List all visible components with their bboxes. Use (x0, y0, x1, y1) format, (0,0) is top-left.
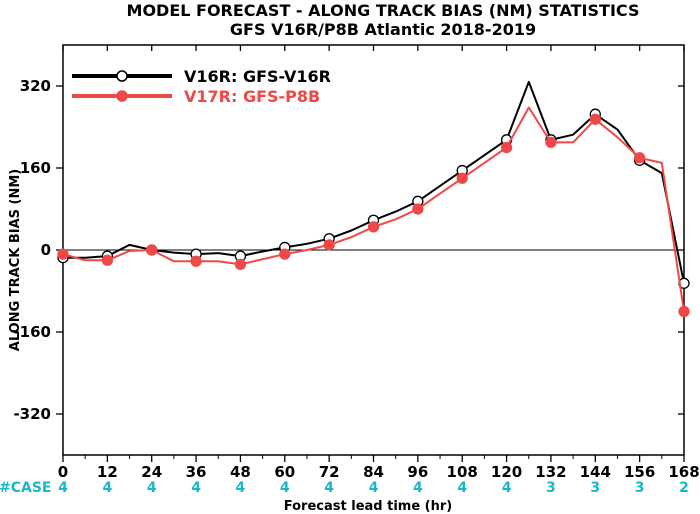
data-point (57, 248, 69, 260)
case-count: 2 (679, 480, 689, 496)
data-point (589, 113, 601, 125)
x-tick-label: 108 (447, 463, 478, 481)
case-count: 4 (58, 480, 68, 496)
data-point (500, 141, 513, 154)
data-point (146, 244, 158, 256)
data-point (412, 203, 424, 215)
data-point (545, 136, 557, 149)
x-tick-label: 144 (580, 463, 611, 481)
legend-marker (116, 70, 128, 82)
data-point (367, 221, 380, 233)
x-tick-label: 84 (363, 463, 384, 481)
chart-title: MODEL FORECAST - ALONG TRACK BIAS (NM) S… (127, 1, 640, 20)
x-tick-label: 36 (186, 463, 207, 481)
legend-marker (116, 90, 128, 102)
case-count: 4 (502, 480, 512, 496)
x-tick-label: 60 (274, 463, 295, 481)
case-count: 4 (102, 480, 112, 496)
data-point (234, 258, 247, 271)
y-tick-label: 0 (41, 241, 51, 259)
data-point (456, 172, 468, 184)
y-tick-label: 160 (20, 159, 51, 177)
case-count: 4 (369, 480, 379, 496)
x-tick-label: 168 (668, 463, 699, 481)
y-tick-label: 320 (20, 77, 51, 95)
series-2 (57, 106, 690, 318)
case-count: 3 (546, 480, 556, 496)
case-count: 3 (590, 480, 600, 496)
case-label: #CASE (0, 480, 52, 496)
data-point (190, 255, 202, 267)
case-count: 3 (635, 480, 645, 496)
x-tick-label: 0 (58, 463, 68, 481)
case-count: 4 (147, 480, 157, 496)
plot-area: 0412424436448460472484496410841204132314… (13, 44, 700, 496)
x-tick-label: 48 (230, 463, 251, 481)
x-tick-label: 132 (535, 463, 566, 481)
y-axis-label: ALONG TRACK BIAS (NM) (8, 169, 23, 351)
x-tick-label: 120 (491, 463, 522, 481)
case-count: 4 (457, 480, 467, 496)
case-count: 4 (280, 480, 290, 496)
case-count: 4 (413, 480, 423, 496)
x-tick-label: 96 (407, 463, 428, 481)
data-point (323, 239, 335, 251)
legend-label: V16R: GFS-V16R (184, 67, 331, 86)
data-point (633, 152, 646, 164)
case-count: 4 (191, 480, 201, 496)
legend-label: V17R: GFS-P8B (184, 87, 320, 106)
series-line (62, 106, 685, 312)
case-count: 4 (236, 480, 246, 496)
x-tick-label: 156 (624, 463, 655, 481)
y-tick-label: -160 (13, 323, 51, 341)
x-tick-label: 24 (141, 463, 162, 481)
data-point (279, 248, 291, 260)
chart-subtitle: GFS V16R/P8B Atlantic 2018-2019 (230, 20, 536, 39)
data-point (101, 254, 114, 266)
y-tick-label: -320 (13, 405, 51, 423)
x-tick-label: 12 (97, 463, 118, 481)
x-tick-label: 72 (319, 463, 340, 481)
case-count: 4 (324, 480, 334, 496)
series-1 (57, 80, 690, 289)
data-point (678, 305, 690, 318)
x-axis-label: Forecast lead time (hr) (284, 499, 452, 514)
